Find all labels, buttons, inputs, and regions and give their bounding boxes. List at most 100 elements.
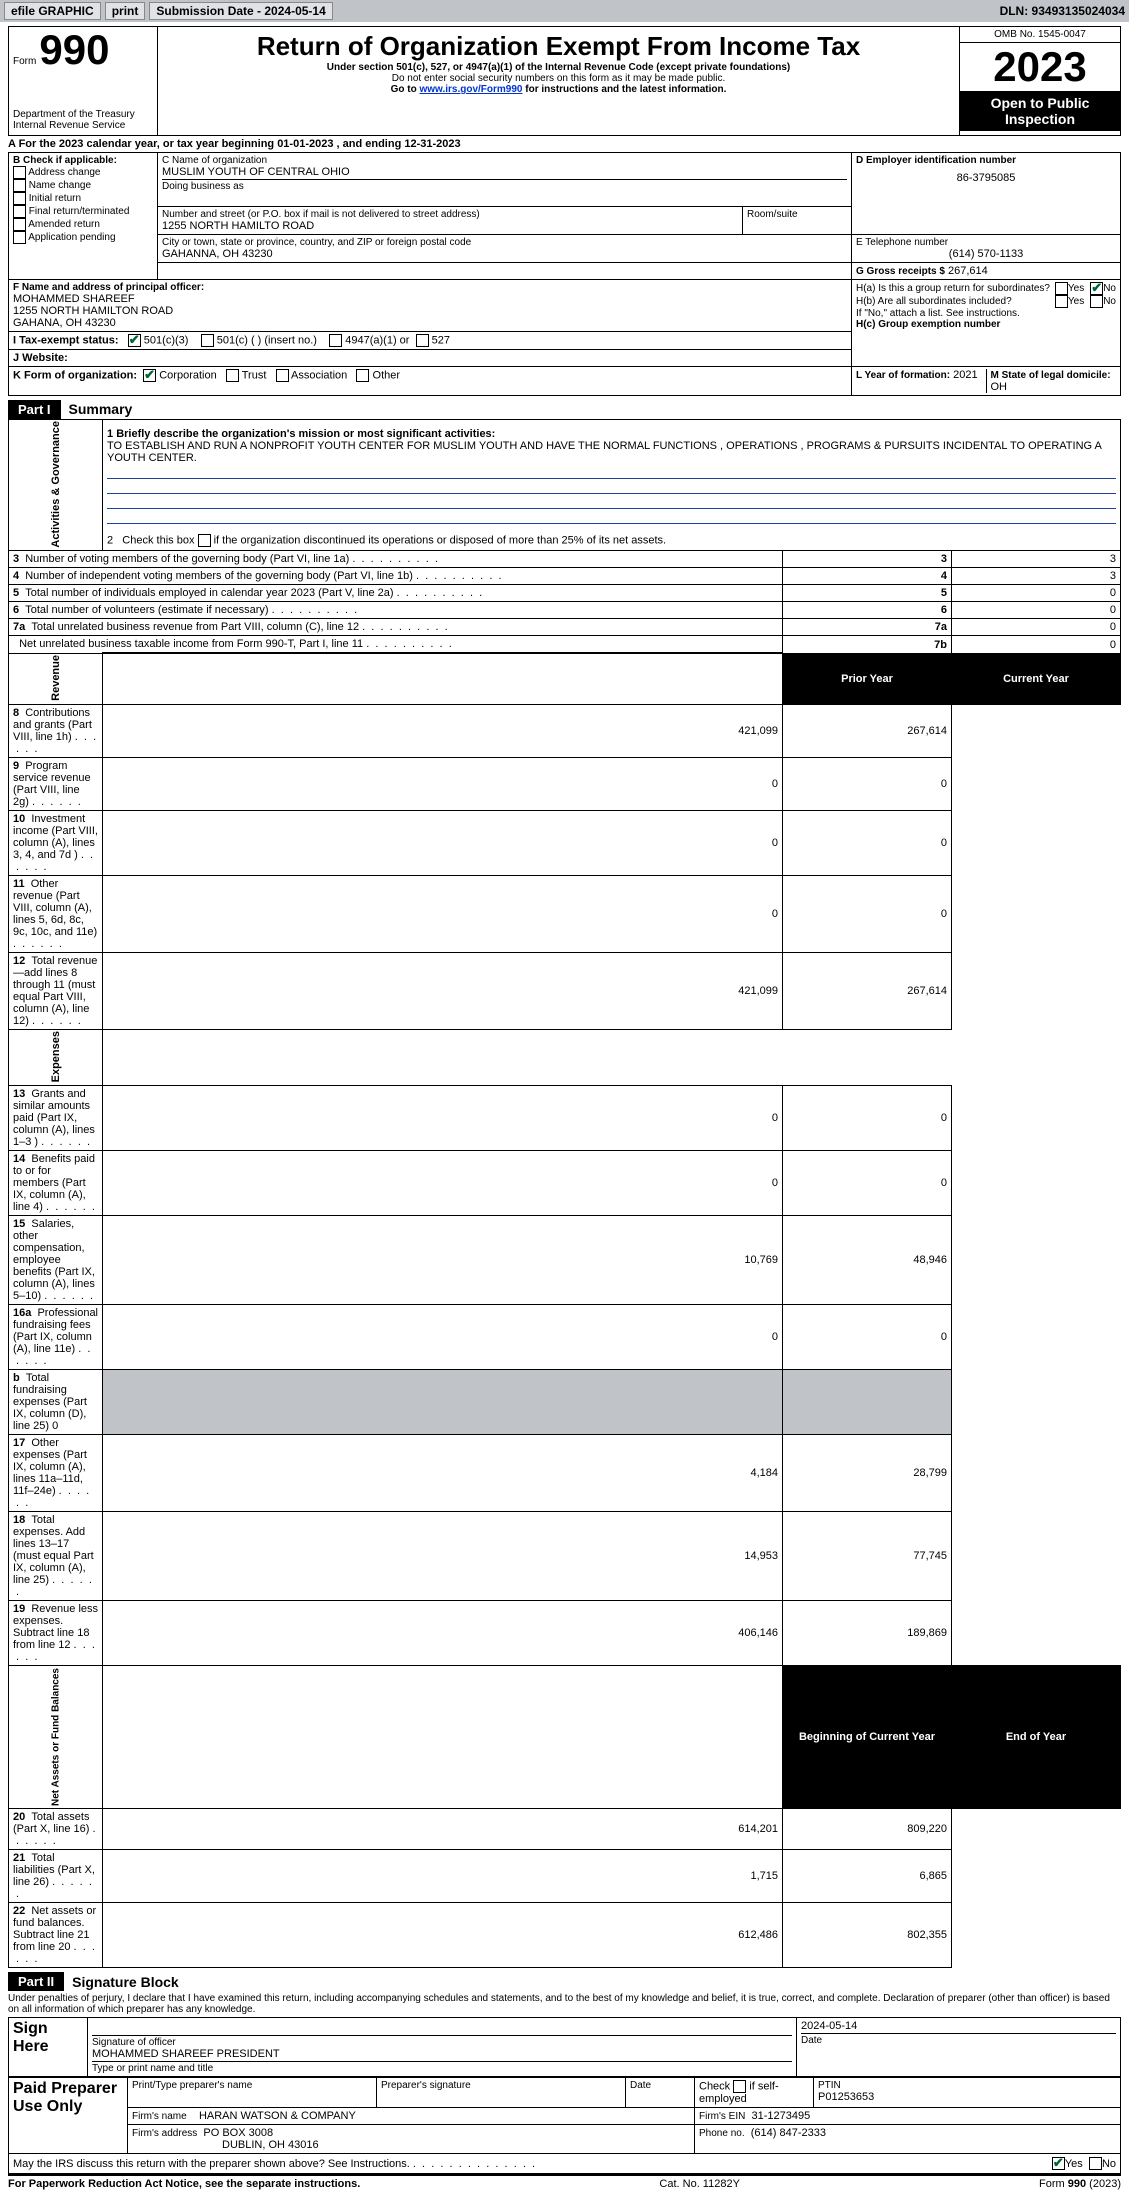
dba-label: Doing business as bbox=[162, 181, 847, 192]
ptin-label: PTIN bbox=[818, 2080, 1116, 2091]
b-checkbox-item: Amended return bbox=[13, 218, 153, 231]
table-row: b Total fundraising expenses (Part IX, c… bbox=[9, 1370, 1121, 1435]
section-exp: Expenses bbox=[9, 1029, 103, 1085]
table-row: 4 Number of independent voting members o… bbox=[9, 568, 1121, 585]
b-checkbox[interactable] bbox=[13, 218, 26, 231]
form-title: Return of Organization Exempt From Incom… bbox=[166, 31, 951, 62]
table-row: 3 Number of voting members of the govern… bbox=[9, 551, 1121, 568]
identity-table: B Check if applicable: Address change Na… bbox=[8, 152, 1121, 396]
part-i-label: Part I bbox=[8, 400, 61, 419]
section-ag: Activities & Governance bbox=[9, 419, 103, 551]
b-checkbox-item: Name change bbox=[13, 179, 153, 192]
year-box: OMB No. 1545-0047 2023 Open to Public In… bbox=[959, 27, 1120, 135]
firm-addr1: PO BOX 3008 bbox=[203, 2127, 273, 2139]
discuss-no-checkbox[interactable] bbox=[1089, 2157, 1102, 2170]
table-row: 16a Professional fundraising fees (Part … bbox=[9, 1305, 1121, 1370]
preparer-table: Paid Preparer Use Only Print/Type prepar… bbox=[8, 2077, 1121, 2154]
table-row: 7a Total unrelated business revenue from… bbox=[9, 619, 1121, 636]
firm-phone-label: Phone no. bbox=[699, 2128, 745, 2139]
i-4947-checkbox[interactable] bbox=[329, 334, 342, 347]
firm-ein-label: Firm's EIN bbox=[699, 2111, 745, 2122]
b-checkbox[interactable] bbox=[13, 192, 26, 205]
officer-addr1: 1255 NORTH HAMILTON ROAD bbox=[13, 305, 847, 317]
line-a: A For the 2023 calendar year, or tax yea… bbox=[8, 136, 1121, 152]
c-name-label: C Name of organization bbox=[162, 155, 847, 166]
discuss-yes: Yes bbox=[1065, 2158, 1083, 2170]
b-checkbox[interactable] bbox=[13, 166, 26, 179]
org-name: MUSLIM YOUTH OF CENTRAL OHIO bbox=[162, 166, 847, 178]
hb-no-checkbox[interactable] bbox=[1090, 295, 1103, 308]
type-name-label: Type or print name and title bbox=[92, 2063, 792, 2074]
q2-checkbox[interactable] bbox=[198, 534, 211, 547]
city-value: GAHANNA, OH 43230 bbox=[162, 248, 847, 260]
signature-table: Sign Here Signature of officer MOHAMMED … bbox=[8, 2017, 1121, 2077]
no-label: No bbox=[1103, 283, 1116, 294]
firm-name-label: Firm's name bbox=[132, 2111, 187, 2122]
sign-here-label: Sign Here bbox=[9, 2018, 88, 2077]
officer-sig-name: MOHAMMED SHAREEF PRESIDENT bbox=[92, 2048, 792, 2060]
b-checkbox-item: Application pending bbox=[13, 231, 153, 244]
j-website-label: J Website: bbox=[13, 352, 68, 364]
table-row: 11 Other revenue (Part VIII, column (A),… bbox=[9, 875, 1121, 952]
officer-addr2: GAHANA, OH 43230 bbox=[13, 317, 847, 329]
k-o4: Other bbox=[373, 369, 401, 381]
q2-text2: if the organization discontinued its ope… bbox=[214, 535, 667, 547]
hc-label: H(c) Group exemption number bbox=[856, 319, 1116, 330]
d-ein-label: D Employer identification number bbox=[856, 155, 1116, 166]
print-button[interactable]: print bbox=[105, 2, 146, 20]
hb-label: H(b) Are all subordinates included? bbox=[856, 296, 1055, 307]
ha-no-checkbox[interactable] bbox=[1090, 282, 1103, 295]
ein-value: 86-3795085 bbox=[856, 166, 1116, 190]
i-501c3-checkbox[interactable] bbox=[128, 334, 141, 347]
discuss-question: May the IRS discuss this return with the… bbox=[13, 2158, 1052, 2170]
q2-text: 2 Check this box bbox=[107, 535, 198, 547]
k-assoc-checkbox[interactable] bbox=[276, 369, 289, 382]
open-to-public: Open to Public Inspection bbox=[960, 91, 1120, 131]
check-self-label: Check bbox=[699, 2081, 733, 2093]
i-o2: 501(c) ( ) (insert no.) bbox=[217, 334, 317, 346]
b-checkbox[interactable] bbox=[13, 231, 26, 244]
table-row: 9 Program service revenue (Part VIII, li… bbox=[9, 757, 1121, 810]
cat-no: Cat. No. 11282Y bbox=[659, 2178, 740, 2190]
self-employed-checkbox[interactable] bbox=[733, 2080, 746, 2093]
k-corp-checkbox[interactable] bbox=[143, 369, 156, 382]
b-checkbox[interactable] bbox=[13, 179, 26, 192]
k-other-checkbox[interactable] bbox=[356, 369, 369, 382]
street-address: 1255 NORTH HAMILTO ROAD bbox=[162, 220, 738, 232]
f-officer-label: F Name and address of principal officer: bbox=[13, 282, 847, 293]
i-501c-checkbox[interactable] bbox=[201, 334, 214, 347]
omb-number: OMB No. 1545-0047 bbox=[960, 27, 1120, 43]
form-footer: Form 990 (2023) bbox=[1039, 2178, 1121, 2190]
hb-note: If "No," attach a list. See instructions… bbox=[856, 308, 1116, 319]
b-checkbox[interactable] bbox=[13, 205, 26, 218]
table-row: 8 Contributions and grants (Part VIII, l… bbox=[9, 704, 1121, 757]
current-year-header: Current Year bbox=[952, 653, 1121, 704]
year-formation: 2021 bbox=[953, 369, 977, 381]
firm-name: HARAN WATSON & COMPANY bbox=[199, 2110, 356, 2122]
officer-name: MOHAMMED SHAREEF bbox=[13, 293, 847, 305]
i-o1: 501(c)(3) bbox=[144, 334, 189, 346]
form-title-box: Return of Organization Exempt From Incom… bbox=[158, 27, 959, 135]
efile-button[interactable]: efile GRAPHIC bbox=[4, 2, 101, 20]
hb-yes-checkbox[interactable] bbox=[1055, 295, 1068, 308]
k-trust-checkbox[interactable] bbox=[226, 369, 239, 382]
i-label: I Tax-exempt status: bbox=[13, 334, 119, 346]
ha-yes-checkbox[interactable] bbox=[1055, 282, 1068, 295]
m-label: M State of legal domicile: bbox=[991, 370, 1111, 381]
k-o3: Association bbox=[291, 369, 347, 381]
irs-link[interactable]: www.irs.gov/Form990 bbox=[419, 84, 522, 95]
form-label: Form bbox=[13, 56, 36, 67]
table-row: 19 Revenue less expenses. Subtract line … bbox=[9, 1601, 1121, 1666]
discuss-no: No bbox=[1102, 2158, 1116, 2170]
table-row: 6 Total number of volunteers (estimate i… bbox=[9, 602, 1121, 619]
form-number: 990 bbox=[39, 26, 109, 73]
section-rev: Revenue bbox=[9, 653, 103, 704]
discuss-yes-checkbox[interactable] bbox=[1052, 2157, 1065, 2170]
k-label: K Form of organization: bbox=[13, 369, 137, 381]
addr-label: Number and street (or P.O. box if mail i… bbox=[162, 209, 738, 220]
table-row: 5 Total number of individuals employed i… bbox=[9, 585, 1121, 602]
i-527-checkbox[interactable] bbox=[416, 334, 429, 347]
ptin-value: P01253653 bbox=[818, 2091, 1116, 2103]
table-row: 20 Total assets (Part X, line 16) . . . … bbox=[9, 1809, 1121, 1850]
table-row: 18 Total expenses. Add lines 13–17 (must… bbox=[9, 1512, 1121, 1601]
